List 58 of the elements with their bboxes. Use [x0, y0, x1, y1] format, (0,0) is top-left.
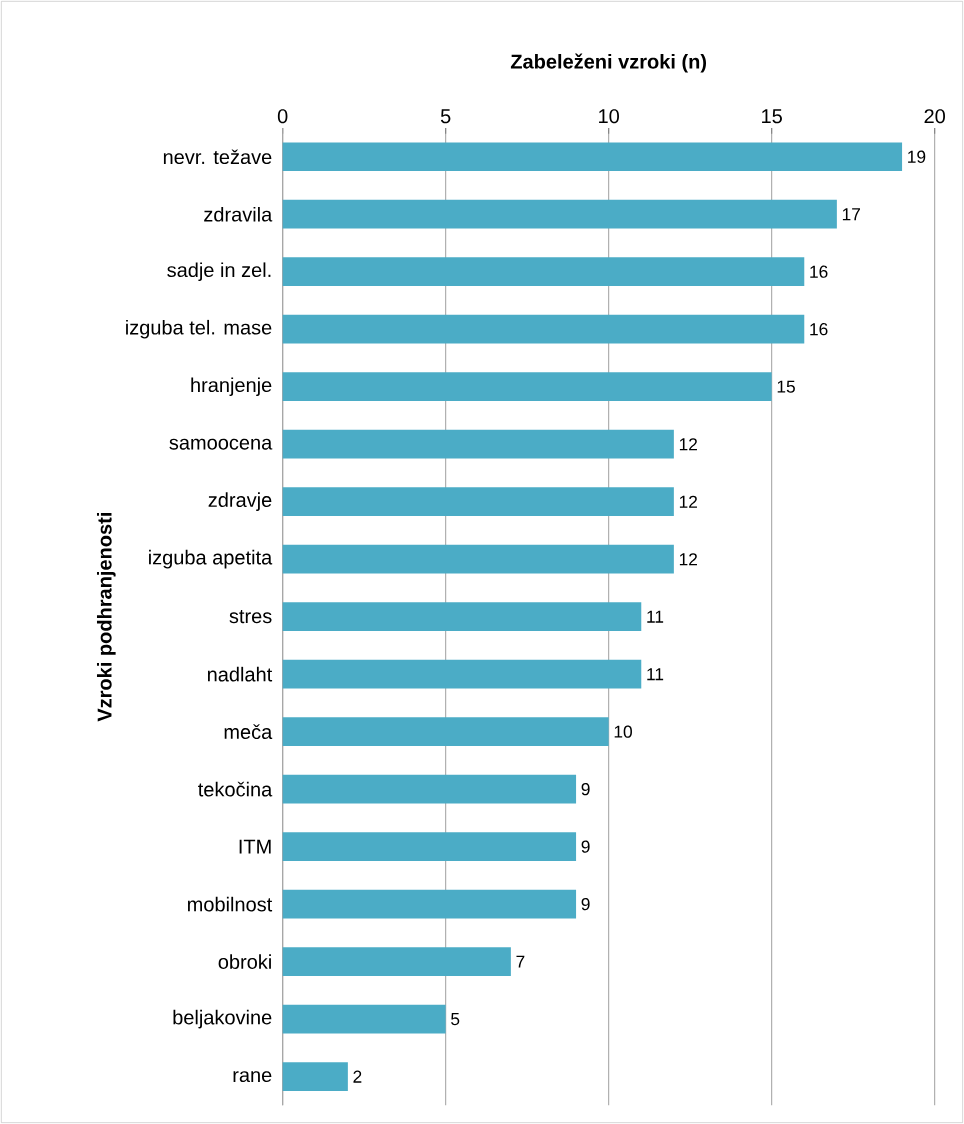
y-tick-label: rane [233, 1071, 272, 1083]
bar [282, 142, 903, 172]
data-label: 19 [908, 150, 926, 163]
x-tick-label: 20 [924, 109, 945, 124]
data-label: 11 [647, 668, 664, 681]
y-tick-label: beljakovine [173, 1009, 272, 1029]
bar [282, 487, 674, 517]
bar [282, 832, 577, 862]
bar [282, 717, 609, 747]
data-label: 12 [679, 553, 697, 566]
y-tick-label: mobilnost [187, 896, 273, 912]
bar [282, 889, 577, 919]
data-label: 12 [679, 495, 697, 508]
y-tick-label: sadje in zel. [167, 262, 271, 282]
y-tick-label: meča [224, 724, 273, 740]
bar [282, 1004, 446, 1034]
data-label: 9 [581, 897, 590, 911]
y-tick-label: obroki [218, 954, 271, 969]
bar [282, 947, 511, 976]
x-tick-label: 0 [277, 109, 288, 124]
data-label: 2 [353, 1070, 362, 1083]
bar [282, 544, 674, 574]
x-tick-label: 5 [440, 109, 451, 124]
data-label: 15 [777, 380, 795, 393]
y-tick-label: izguba tel. mase [126, 319, 272, 339]
y-tick-label: zdravila [204, 206, 273, 222]
data-label: 17 [842, 208, 860, 221]
x-axis-title: Zabeleženi vzroki (n) [510, 53, 707, 73]
data-label: 16 [810, 323, 828, 336]
x-tick-label: 10 [599, 109, 619, 124]
y-tick-label: stres [229, 610, 272, 624]
bar [282, 1062, 348, 1091]
x-tick-label: 15 [762, 109, 782, 124]
data-label: 9 [581, 840, 590, 853]
y-tick-label: nadlaht [207, 666, 273, 682]
y-tick-label: tekočina [198, 781, 273, 797]
bar [282, 774, 577, 804]
bar [282, 199, 837, 229]
data-label: 10 [614, 725, 632, 738]
data-label: 5 [451, 1013, 460, 1026]
y-tick-label: izguba apetita [149, 549, 273, 569]
y-tick-label: nevr. težave [163, 149, 272, 165]
y-tick-label: hranjenje [191, 377, 272, 397]
y-tick-label: zdravje [208, 492, 272, 511]
y-tick-label: samoocena [169, 438, 273, 450]
bar [282, 257, 805, 287]
data-label: 16 [810, 265, 828, 278]
bar [282, 429, 674, 459]
data-label: 9 [581, 783, 590, 796]
bar [282, 314, 805, 344]
data-label: 7 [516, 955, 525, 968]
data-label: 11 [647, 610, 664, 623]
bar [282, 659, 642, 689]
bar [282, 372, 772, 402]
y-axis-title: Vzroki podhranjenosti [96, 513, 116, 722]
bar [282, 602, 642, 632]
y-tick-label: ITM [239, 839, 271, 854]
data-label: 12 [679, 438, 697, 451]
